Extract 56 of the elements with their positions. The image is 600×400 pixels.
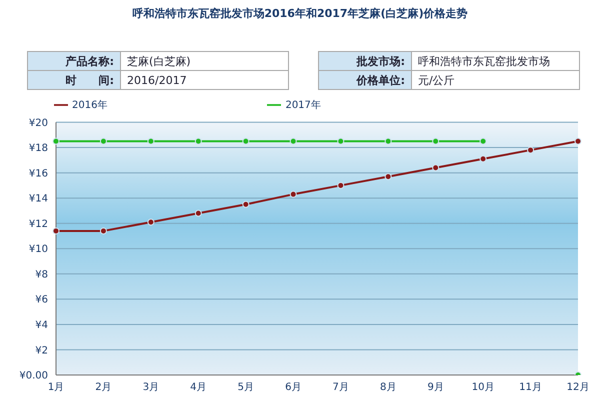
y-tick-label: ¥0.00 bbox=[19, 370, 48, 382]
point bbox=[432, 164, 440, 172]
point bbox=[432, 138, 440, 145]
text: 芝麻(白芝麻) bbox=[120, 52, 288, 70]
y-tick-label: ¥16 bbox=[28, 168, 48, 180]
text: 呼和浩特市东瓦窑批发市场 bbox=[412, 52, 580, 70]
x-tick-label: 8月 bbox=[380, 382, 396, 394]
x-tick-label: 10月 bbox=[472, 382, 494, 394]
text: 时 间: bbox=[28, 70, 120, 90]
y-tick-label: ¥10 bbox=[28, 244, 48, 256]
text: 价格单位: bbox=[318, 70, 412, 90]
point bbox=[527, 146, 534, 154]
point bbox=[242, 138, 250, 145]
point bbox=[52, 138, 60, 145]
point bbox=[337, 138, 344, 145]
legend-label: 2017年 bbox=[285, 100, 321, 111]
point bbox=[242, 200, 250, 208]
x-tick-label: 6月 bbox=[285, 382, 302, 394]
point bbox=[100, 138, 107, 145]
point bbox=[52, 227, 60, 234]
chart-title: 呼和浩特市东瓦窑批发市场2016年和2017年芝麻(白芝麻)价格走势 bbox=[131, 6, 469, 21]
text: 2016/2017 bbox=[120, 70, 288, 90]
text: 元/公斤 bbox=[412, 70, 580, 90]
point bbox=[290, 138, 297, 145]
text: 批发市场: bbox=[318, 52, 412, 70]
x-tick-label: 9月 bbox=[427, 382, 444, 394]
x-tick-label: 3月 bbox=[142, 382, 160, 394]
y-tick-label: ¥18 bbox=[28, 143, 48, 154]
point bbox=[194, 210, 202, 217]
point bbox=[384, 138, 392, 145]
y-tick-label: ¥20 bbox=[28, 118, 48, 129]
point bbox=[480, 138, 487, 145]
point bbox=[290, 190, 297, 198]
point bbox=[337, 182, 344, 189]
x-tick-label: 12月 bbox=[566, 382, 590, 394]
y-tick-label: ¥8 bbox=[35, 269, 48, 280]
point bbox=[147, 138, 154, 145]
y-tick-label: ¥6 bbox=[35, 294, 48, 306]
x-tick-label: 11月 bbox=[519, 382, 542, 394]
x-tick-label: 4月 bbox=[190, 382, 207, 394]
x-tick-label: 2月 bbox=[95, 382, 112, 394]
point bbox=[574, 138, 582, 145]
legend-label: 2016年 bbox=[72, 100, 108, 111]
y-tick-label: ¥12 bbox=[28, 218, 48, 230]
point bbox=[384, 173, 392, 180]
y-tick-label: ¥4 bbox=[35, 320, 48, 332]
x-tick-label: 1月 bbox=[48, 382, 64, 394]
point bbox=[480, 155, 487, 162]
y-tick-label: ¥14 bbox=[28, 194, 48, 205]
point bbox=[100, 227, 107, 234]
point bbox=[194, 138, 202, 145]
point bbox=[147, 218, 154, 226]
text: 产品名称: bbox=[28, 52, 120, 70]
x-tick-label: 5月 bbox=[238, 382, 254, 394]
x-tick-label: 7月 bbox=[332, 382, 349, 394]
y-tick-label: ¥2 bbox=[35, 345, 48, 356]
